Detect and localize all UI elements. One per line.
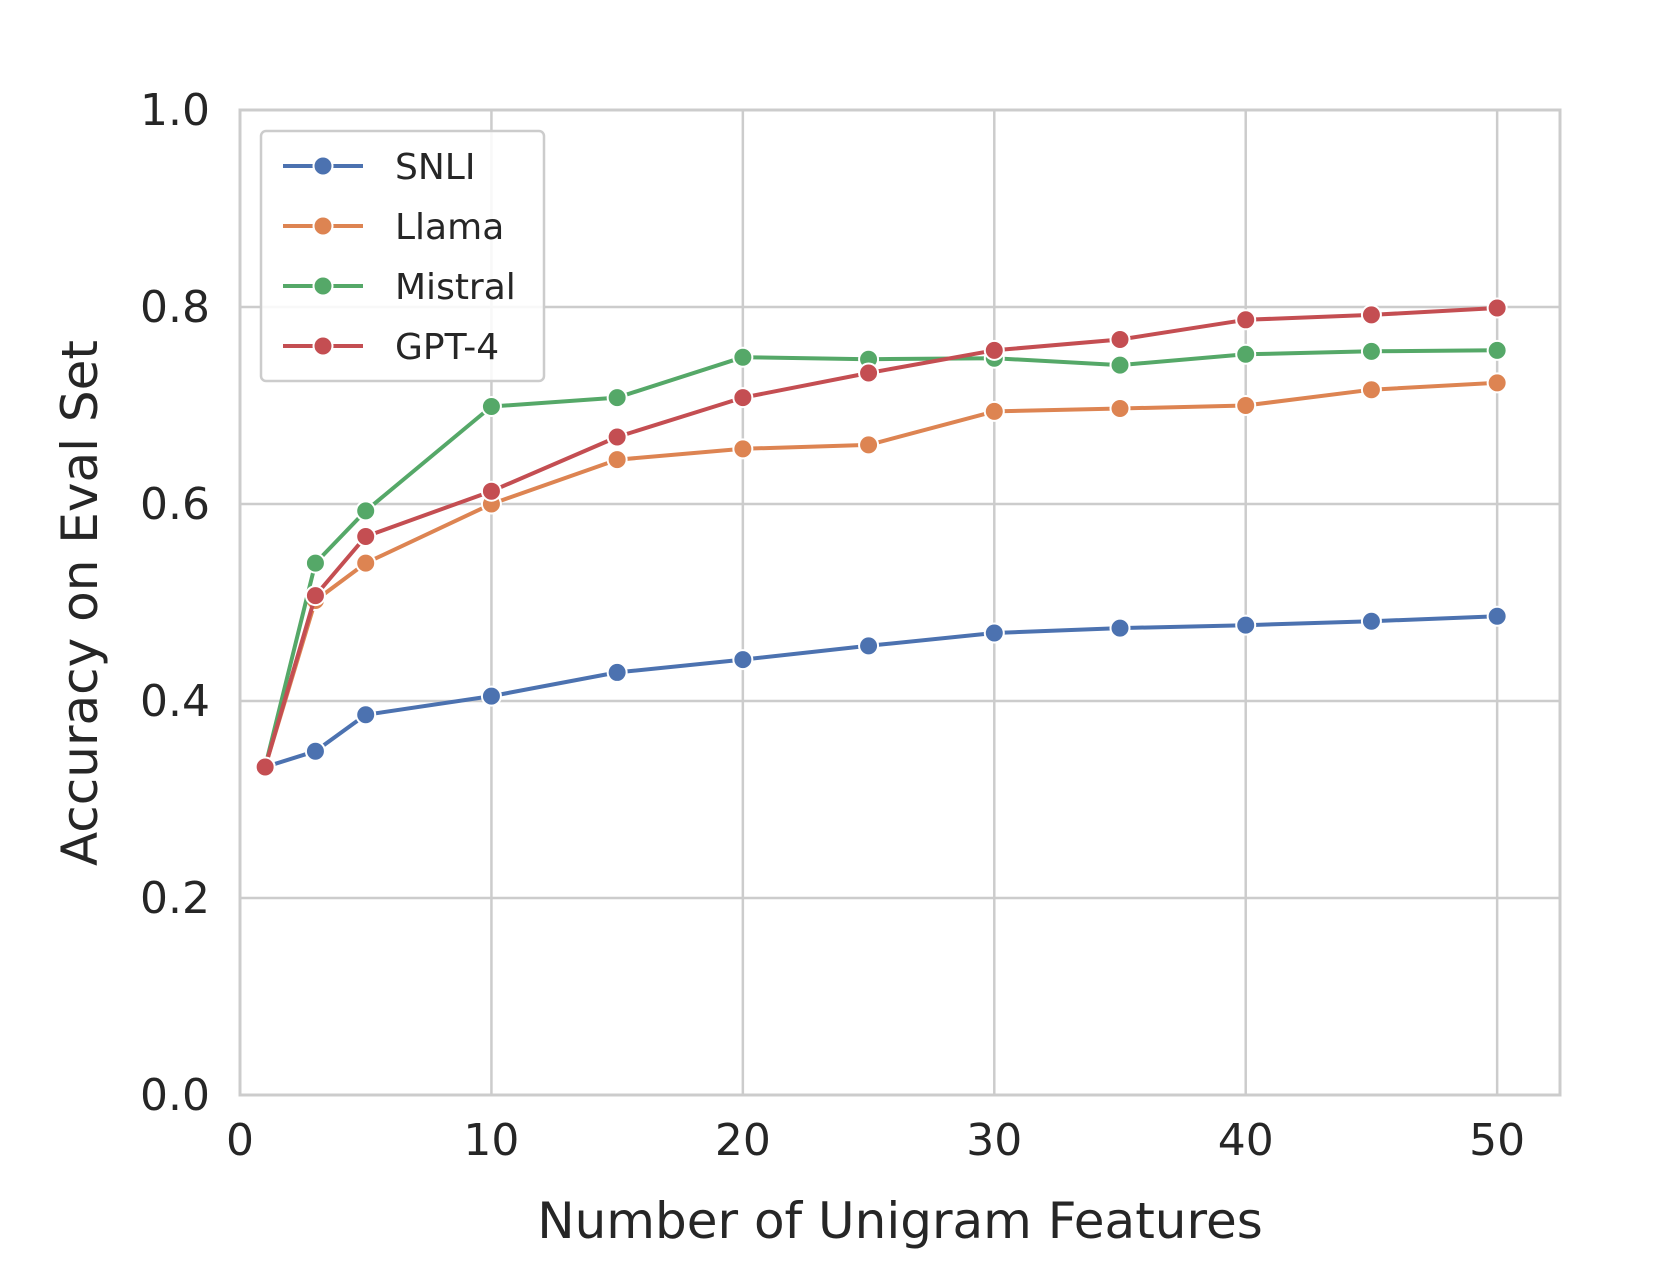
y-tick-label: 0.8 <box>140 282 210 333</box>
data-point-llama <box>1111 399 1130 418</box>
y-axis-label: Accuracy on Eval Set <box>51 340 109 866</box>
data-point-mistral <box>1111 356 1130 375</box>
data-point-gpt-4 <box>306 586 325 605</box>
series-snli <box>256 607 1507 777</box>
data-point-gpt-4 <box>1236 310 1255 329</box>
data-point-llama <box>733 439 752 458</box>
data-point-gpt-4 <box>1488 298 1507 317</box>
data-point-mistral <box>608 388 627 407</box>
legend-swatch-marker <box>314 337 333 356</box>
data-point-gpt-4 <box>356 527 375 546</box>
y-tick-label: 0.0 <box>140 1070 210 1121</box>
legend-swatch-marker <box>314 157 333 176</box>
x-tick-label: 10 <box>463 1115 519 1166</box>
data-point-llama <box>608 450 627 469</box>
data-point-gpt-4 <box>859 363 878 382</box>
x-tick-label: 20 <box>715 1115 771 1166</box>
data-point-llama <box>1362 380 1381 399</box>
y-tick-label: 1.0 <box>140 85 210 136</box>
data-point-gpt-4 <box>985 341 1004 360</box>
legend-label: Mistral <box>395 267 516 308</box>
x-axis-label: Number of Unigram Features <box>537 1192 1263 1250</box>
data-point-mistral <box>1236 345 1255 364</box>
data-point-snli <box>482 687 501 706</box>
data-point-llama <box>1236 396 1255 415</box>
y-tick-label: 0.2 <box>140 873 210 924</box>
legend-swatch-marker <box>314 217 333 236</box>
data-point-mistral <box>306 554 325 573</box>
data-point-snli <box>1236 616 1255 635</box>
data-point-snli <box>1488 607 1507 626</box>
x-tick-label: 50 <box>1469 1115 1525 1166</box>
series-line-mistral <box>265 350 1497 767</box>
series-mistral <box>256 341 1507 777</box>
legend-label: GPT-4 <box>395 327 499 368</box>
data-point-snli <box>306 742 325 761</box>
data-point-llama <box>859 435 878 454</box>
data-point-mistral <box>733 348 752 367</box>
y-tick-label: 0.6 <box>140 479 210 530</box>
y-tick-label: 0.4 <box>140 676 210 727</box>
series-llama <box>256 373 1507 776</box>
data-point-mistral <box>356 501 375 520</box>
data-point-gpt-4 <box>608 428 627 447</box>
x-tick-label: 0 <box>226 1115 254 1166</box>
data-point-gpt-4 <box>733 388 752 407</box>
series-line-snli <box>265 616 1497 767</box>
data-point-snli <box>356 705 375 724</box>
data-point-gpt-4 <box>1362 305 1381 324</box>
x-tick-labels: 0 10 20 30 40 50 <box>226 1115 1525 1166</box>
data-point-llama <box>985 402 1004 421</box>
data-point-llama <box>356 554 375 573</box>
data-point-gpt-4 <box>256 757 275 776</box>
data-point-gpt-4 <box>1111 330 1130 349</box>
x-tick-label: 30 <box>966 1115 1022 1166</box>
data-point-snli <box>733 650 752 669</box>
data-point-snli <box>1362 612 1381 631</box>
legend: SNLI Llama Mistral GPT-4 <box>261 131 544 381</box>
y-tick-labels: 0.0 0.2 0.4 0.6 0.8 1.0 <box>140 85 210 1121</box>
data-point-gpt-4 <box>482 482 501 501</box>
data-point-mistral <box>1362 342 1381 361</box>
legend-swatch-marker <box>314 277 333 296</box>
data-point-snli <box>1111 619 1130 638</box>
data-point-snli <box>985 624 1004 643</box>
data-point-mistral <box>482 397 501 416</box>
data-point-mistral <box>1488 341 1507 360</box>
legend-label: SNLI <box>395 147 475 188</box>
x-tick-label: 40 <box>1218 1115 1274 1166</box>
legend-label: Llama <box>395 207 504 248</box>
data-point-snli <box>608 663 627 682</box>
data-point-snli <box>859 636 878 655</box>
data-point-llama <box>1488 373 1507 392</box>
